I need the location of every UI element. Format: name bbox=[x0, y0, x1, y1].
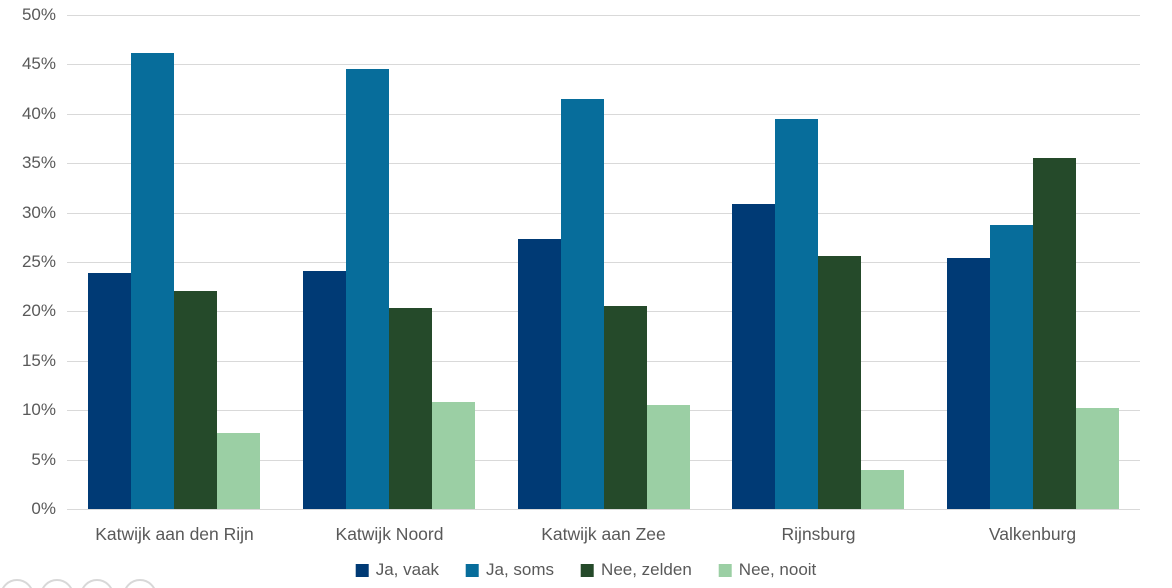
footer-circle-button[interactable] bbox=[123, 579, 157, 588]
legend-label: Ja, soms bbox=[486, 560, 555, 579]
legend: Ja, vaak Ja, soms Nee, zelden Nee, nooit bbox=[355, 560, 817, 580]
legend-swatch-icon bbox=[718, 563, 732, 577]
y-tick-label: 25% bbox=[21, 252, 56, 271]
y-tick-label: 45% bbox=[21, 54, 56, 73]
legend-swatch-icon bbox=[581, 563, 595, 577]
category-label: Katwijk Noord bbox=[335, 524, 444, 544]
bar-ja-soms bbox=[775, 119, 818, 509]
bar-ja-vaak bbox=[88, 273, 131, 509]
bar-ja-soms bbox=[346, 69, 389, 509]
bar-nee-zelden bbox=[1033, 158, 1076, 509]
footer-circle-button[interactable] bbox=[40, 579, 74, 588]
legend-item: Nee, nooit bbox=[718, 560, 817, 580]
y-tick-label: 5% bbox=[31, 450, 56, 469]
bar-ja-vaak bbox=[518, 239, 561, 509]
legend-swatch-icon bbox=[355, 563, 369, 577]
y-tick-label: 50% bbox=[21, 5, 56, 24]
y-tick-label: 35% bbox=[21, 153, 56, 172]
y-tick-label: 15% bbox=[21, 351, 56, 370]
gridline bbox=[67, 509, 1140, 510]
bar-ja-vaak bbox=[303, 271, 346, 509]
bar-nee-nooit bbox=[861, 470, 904, 509]
bar-nee-nooit bbox=[217, 433, 260, 509]
y-tick-label: 30% bbox=[21, 203, 56, 222]
y-tick-label: 20% bbox=[21, 301, 56, 320]
legend-swatch-icon bbox=[466, 563, 480, 577]
bar-nee-zelden bbox=[818, 256, 861, 509]
bar-ja-vaak bbox=[947, 258, 990, 509]
bar-nee-zelden bbox=[604, 306, 647, 509]
gridline bbox=[67, 15, 1140, 16]
y-tick-label: 40% bbox=[21, 104, 56, 123]
y-tick-label: 0% bbox=[31, 499, 56, 518]
category-label: Katwijk aan Zee bbox=[541, 524, 666, 544]
legend-label: Nee, nooit bbox=[738, 560, 817, 579]
bar-nee-nooit bbox=[647, 405, 690, 509]
category-label: Katwijk aan den Rijn bbox=[95, 524, 254, 544]
legend-item: Nee, zelden bbox=[581, 560, 692, 580]
bar-ja-soms bbox=[990, 225, 1033, 509]
gridline bbox=[67, 64, 1140, 65]
bar-ja-soms bbox=[131, 53, 174, 509]
bar-ja-vaak bbox=[732, 204, 775, 509]
category-label: Rijnsburg bbox=[781, 524, 856, 544]
legend-item: Ja, vaak bbox=[355, 560, 440, 580]
y-tick-label: 10% bbox=[21, 400, 56, 419]
footer-circle-button[interactable] bbox=[0, 579, 34, 588]
footer-circle-button[interactable] bbox=[80, 579, 114, 588]
bar-nee-nooit bbox=[1076, 408, 1119, 509]
bar-ja-soms bbox=[561, 99, 604, 509]
legend-label: Ja, vaak bbox=[375, 560, 440, 579]
bar-nee-zelden bbox=[389, 308, 432, 509]
legend-item: Ja, soms bbox=[466, 560, 554, 580]
bar-nee-zelden bbox=[174, 291, 217, 509]
legend-label: Nee, zelden bbox=[601, 560, 692, 579]
bar-nee-nooit bbox=[432, 402, 475, 509]
category-label: Valkenburg bbox=[988, 524, 1077, 544]
